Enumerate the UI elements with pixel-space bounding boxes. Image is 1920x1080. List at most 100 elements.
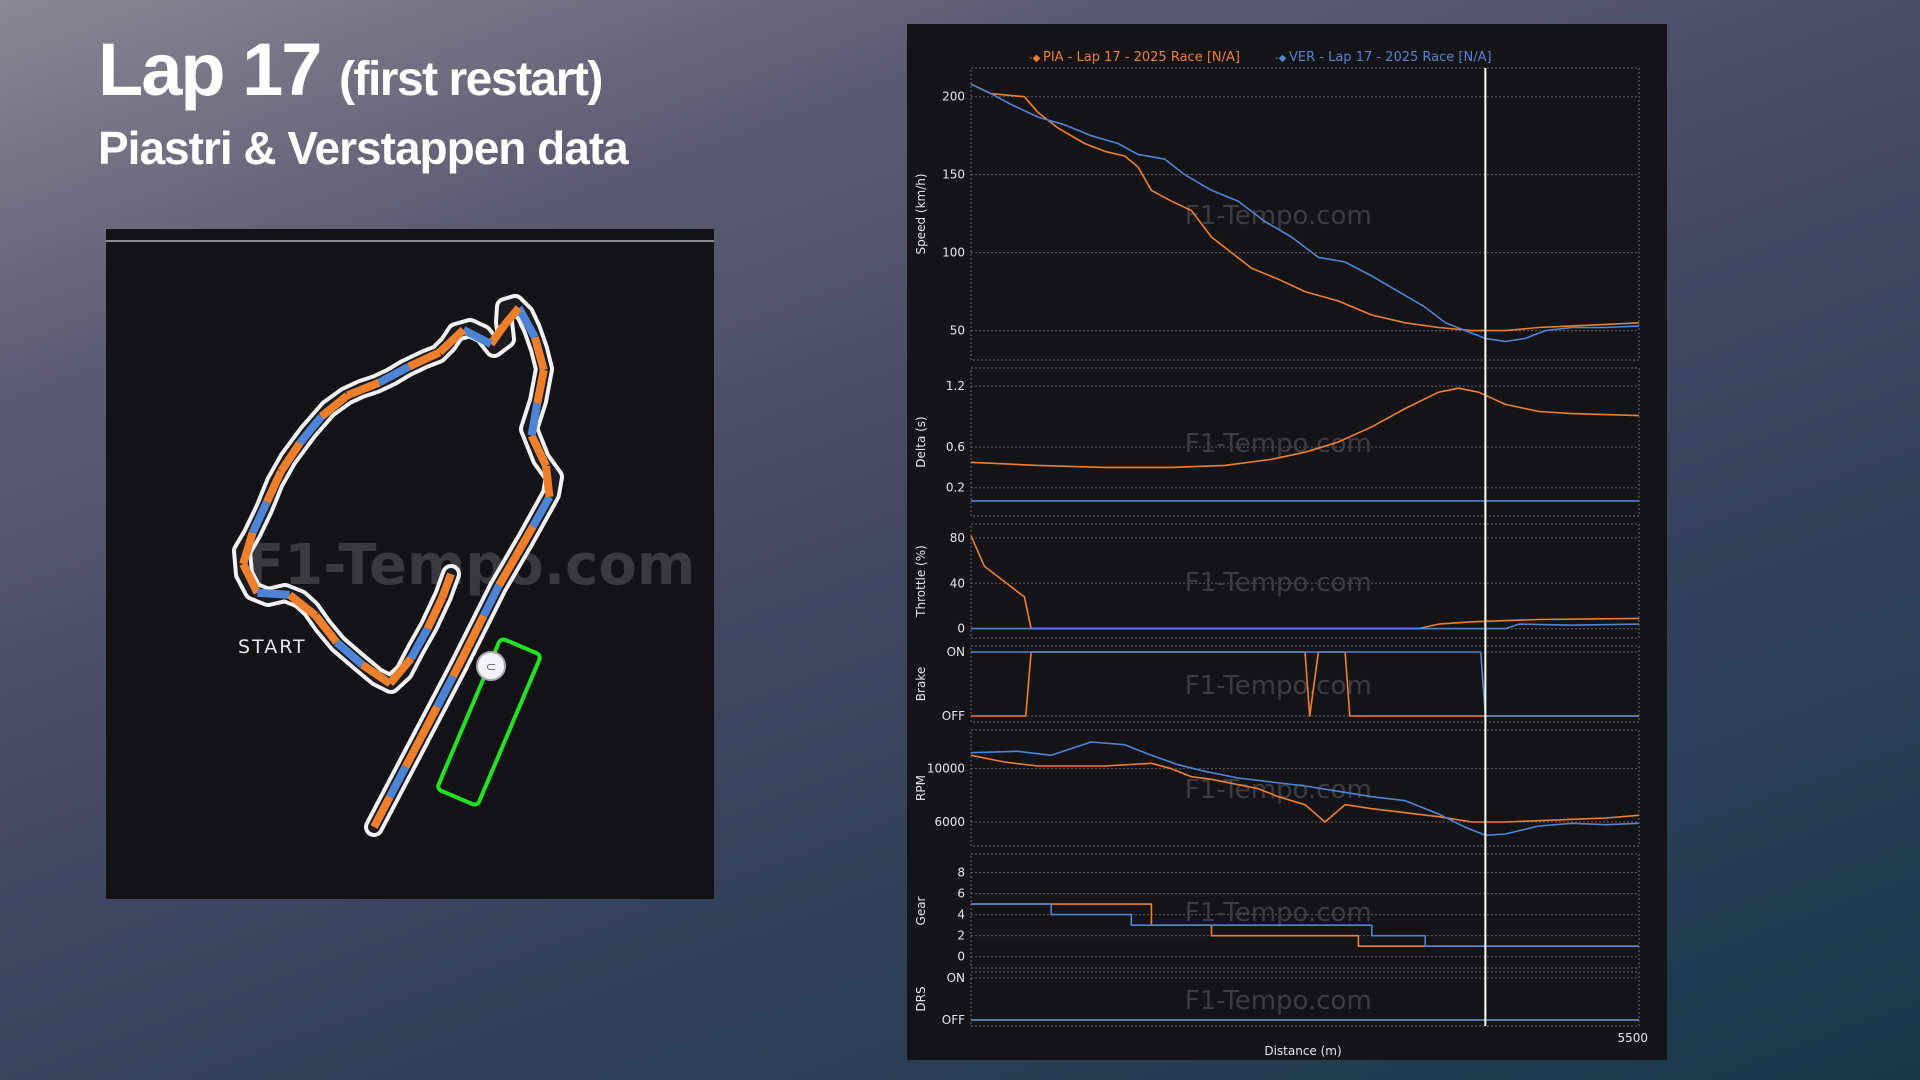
panel-frame — [970, 853, 1640, 969]
y-tick-label: 50 — [950, 324, 965, 338]
series-pia-rpm — [970, 754, 1640, 823]
telemetry-chart-panel: -◆ PIA - Lap 17 - 2025 Race [N/A] -◆ VER - … — [907, 24, 1667, 1060]
track-segment — [387, 655, 415, 687]
y-tick-label: OFF — [942, 1013, 965, 1027]
track-segment — [527, 402, 542, 437]
series-pia-delta — [970, 387, 1640, 469]
legend-entry: PIA - Lap 17 - 2025 Race [N/A] — [1043, 50, 1240, 65]
track-segment — [527, 433, 550, 468]
y-tick-label: 4 — [957, 908, 965, 922]
chart-watermark: F1-Tempo.com — [1185, 671, 1372, 701]
y-tick-label: 10000 — [927, 762, 965, 776]
track-segment — [438, 572, 455, 600]
track-map: F1-Tempo.com START ⊂ — [106, 240, 714, 837]
page-title: Lap 17 (first restart) — [98, 30, 628, 120]
y-tick-label: 0.2 — [946, 481, 965, 495]
y-tick-label: 100 — [942, 246, 965, 260]
track-map-panel: F1-Tempo.com START ⊂ — [106, 229, 714, 899]
track-segment — [529, 494, 553, 529]
track-segment — [501, 305, 522, 328]
y-tick-label: 80 — [950, 531, 965, 545]
y-tick-label: ON — [947, 645, 965, 659]
y-tick-label: 1.2 — [946, 379, 965, 393]
y-axis-label: Throttle (%) — [914, 545, 928, 618]
y-axis-label: Brake — [914, 667, 928, 701]
track-segment — [542, 465, 554, 498]
track-segment — [377, 363, 411, 387]
chart-watermark: F1-Tempo.com — [1185, 986, 1372, 1016]
track-segment — [318, 392, 351, 420]
y-axis-label: Speed (km/h) — [914, 173, 928, 254]
panel-drs: ON OFF DRS F1-Tempo.com — [914, 971, 1640, 1027]
track-segment — [312, 613, 340, 645]
y-tick-label: 6 — [957, 887, 965, 901]
y-tick-label: 0 — [957, 950, 965, 964]
track-line — [232, 294, 564, 837]
track-segment — [515, 305, 539, 340]
track-segment — [433, 674, 457, 709]
telemetry-chart: -◆ PIA - Lap 17 - 2025 Race [N/A] -◆ VER - … — [914, 50, 1648, 1058]
panel-throttle: 80 40 0 Throttle (%) F1-Tempo.com — [914, 523, 1640, 639]
chart-watermark: F1-Tempo.com — [1185, 429, 1372, 459]
track-segment — [512, 524, 537, 559]
chart-legend: -◆ PIA - Lap 17 - 2025 Race [N/A] -◆ VER - … — [1029, 50, 1492, 65]
track-segment — [436, 326, 467, 356]
panel-frame — [970, 523, 1640, 639]
legend-marker: -◆ — [1275, 53, 1287, 64]
x-axis-label: Distance (m) — [1264, 1044, 1341, 1058]
track-segment — [461, 326, 493, 348]
series-ver-throttle — [971, 623, 1640, 630]
y-axis-label: Delta (s) — [914, 416, 928, 467]
y-tick-label: OFF — [942, 709, 965, 723]
panel-frame — [970, 367, 1640, 517]
y-axis-label: DRS — [914, 986, 928, 1011]
cursor-marker-glyph: ⊂ — [486, 660, 497, 675]
track-segment — [533, 369, 548, 405]
track-segment — [386, 764, 410, 799]
track-segment — [464, 613, 488, 648]
track-segment — [417, 704, 441, 739]
track-segment — [287, 591, 319, 619]
panel-frame — [970, 729, 1640, 847]
legend-entry: VER - Lap 17 - 2025 Race [N/A] — [1289, 50, 1492, 65]
track-segment — [239, 531, 257, 566]
panel-speed: 200 150 100 50 Speed (km/h) F1-Tempo.com — [914, 67, 1640, 361]
y-axis-label: RPM — [914, 775, 928, 801]
panel-frame — [970, 645, 1640, 723]
series-pia-brake — [971, 651, 1639, 717]
lap-subtitle: (first restart) — [339, 53, 603, 106]
track-segment — [407, 626, 432, 661]
map-watermark: F1-Tempo.com — [246, 533, 695, 598]
y-tick-label: 200 — [942, 90, 965, 104]
track-segment — [333, 639, 365, 668]
series-ver-speed — [970, 83, 1640, 343]
chart-watermark: F1-Tempo.com — [1185, 898, 1372, 928]
track-segment — [257, 588, 290, 599]
y-tick-label: ON — [947, 971, 965, 985]
track-segment — [423, 596, 446, 631]
track-segment — [531, 336, 548, 371]
y-tick-label: 40 — [950, 576, 965, 590]
panel-delta: 1.2 0.6 0.2 Delta (s) F1-Tempo.com — [914, 367, 1640, 517]
panel-frame — [970, 67, 1640, 361]
start-label: START — [238, 636, 307, 658]
series-pia-speed — [970, 83, 1640, 332]
track-segment — [449, 644, 472, 679]
chart-watermark: F1-Tempo.com — [1185, 201, 1372, 231]
panel-frame — [970, 971, 1640, 1027]
drivers-subtitle: Piastri & Verstappen data — [98, 122, 629, 174]
track-segment — [248, 500, 271, 535]
track-segment — [495, 554, 520, 588]
track-segment — [345, 378, 381, 400]
panel-brake: ON OFF Brake F1-Tempo.com — [914, 645, 1640, 723]
x-axis-end-label: 5500 — [1617, 1031, 1648, 1045]
series-ver-rpm — [970, 741, 1640, 837]
track-segment — [263, 469, 285, 504]
chart-watermark: F1-Tempo.com — [1185, 568, 1372, 598]
y-axis-label: Gear — [914, 896, 928, 925]
track-segment — [370, 795, 394, 829]
track-segment — [239, 562, 261, 595]
y-tick-label: 0.6 — [946, 440, 965, 454]
